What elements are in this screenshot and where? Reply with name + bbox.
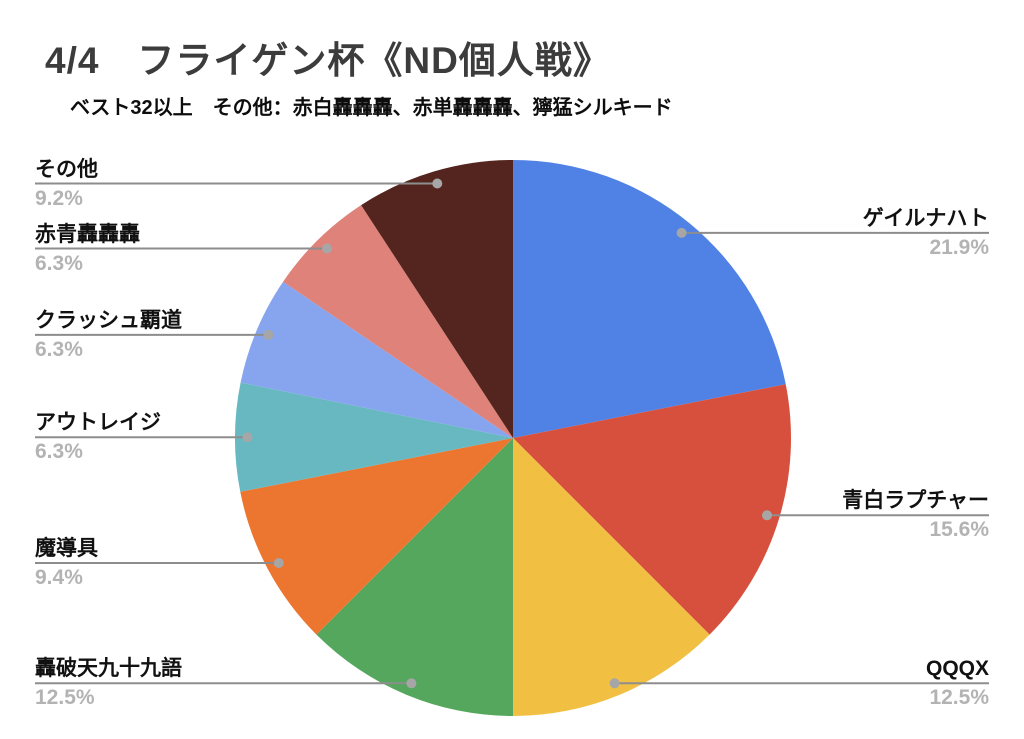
- slice-percent: 6.3%: [35, 440, 83, 464]
- slice-name: ゲイルナハト: [862, 206, 989, 230]
- slice-name: 轟破天九十九語: [35, 657, 182, 681]
- slice-name: 赤青轟轟轟: [35, 222, 140, 246]
- label-connector-dot: [322, 243, 332, 254]
- slice-percent: 21.9%: [929, 235, 989, 259]
- pie-slice-7: [283, 205, 513, 438]
- label-connector-dot: [263, 329, 274, 340]
- slice-percent: 9.4%: [35, 566, 83, 589]
- slice-name: 青白ラプチャー: [842, 489, 989, 513]
- chart-title: 4/4 フライゲン杯《ND個人戦》: [45, 40, 611, 81]
- slice-percent: 9.2%: [35, 186, 83, 210]
- label-connector-dot: [273, 558, 284, 568]
- pie-slice-5: [235, 382, 513, 492]
- label-connector-dot: [762, 510, 772, 521]
- pie-slice-8: [361, 160, 513, 438]
- slice-percent: 6.3%: [35, 337, 83, 361]
- slice-name: QQQX: [925, 657, 989, 681]
- chart-subtitle: ベスト32以上 その他：赤白轟轟轟、赤単轟轟轟、獰猛シルキード: [70, 97, 673, 119]
- slice-percent: 12.5%: [929, 686, 989, 710]
- slice-name: その他: [35, 157, 98, 181]
- pie-slice-0: [513, 160, 786, 438]
- pie-slice-1: [513, 384, 791, 635]
- label-connector-dot: [406, 678, 417, 689]
- pie-slice-6: [240, 281, 513, 438]
- slice-percent: 15.6%: [929, 518, 989, 542]
- label-connector-dot: [609, 678, 620, 689]
- slice-percent: 12.5%: [35, 686, 95, 710]
- slice-name: 魔導具: [35, 537, 98, 560]
- slice-name: アウトレイジ: [35, 411, 161, 435]
- pie-slice-3: [316, 438, 513, 716]
- slice-name: クラッシュ覇道: [35, 308, 182, 332]
- pie-slice-2: [513, 438, 710, 716]
- label-connector-dot: [676, 227, 687, 238]
- slice-percent: 6.3%: [35, 251, 83, 275]
- label-connector-dot: [432, 178, 443, 189]
- pie-slice-4: [240, 438, 513, 635]
- label-connector-dot: [242, 432, 253, 443]
